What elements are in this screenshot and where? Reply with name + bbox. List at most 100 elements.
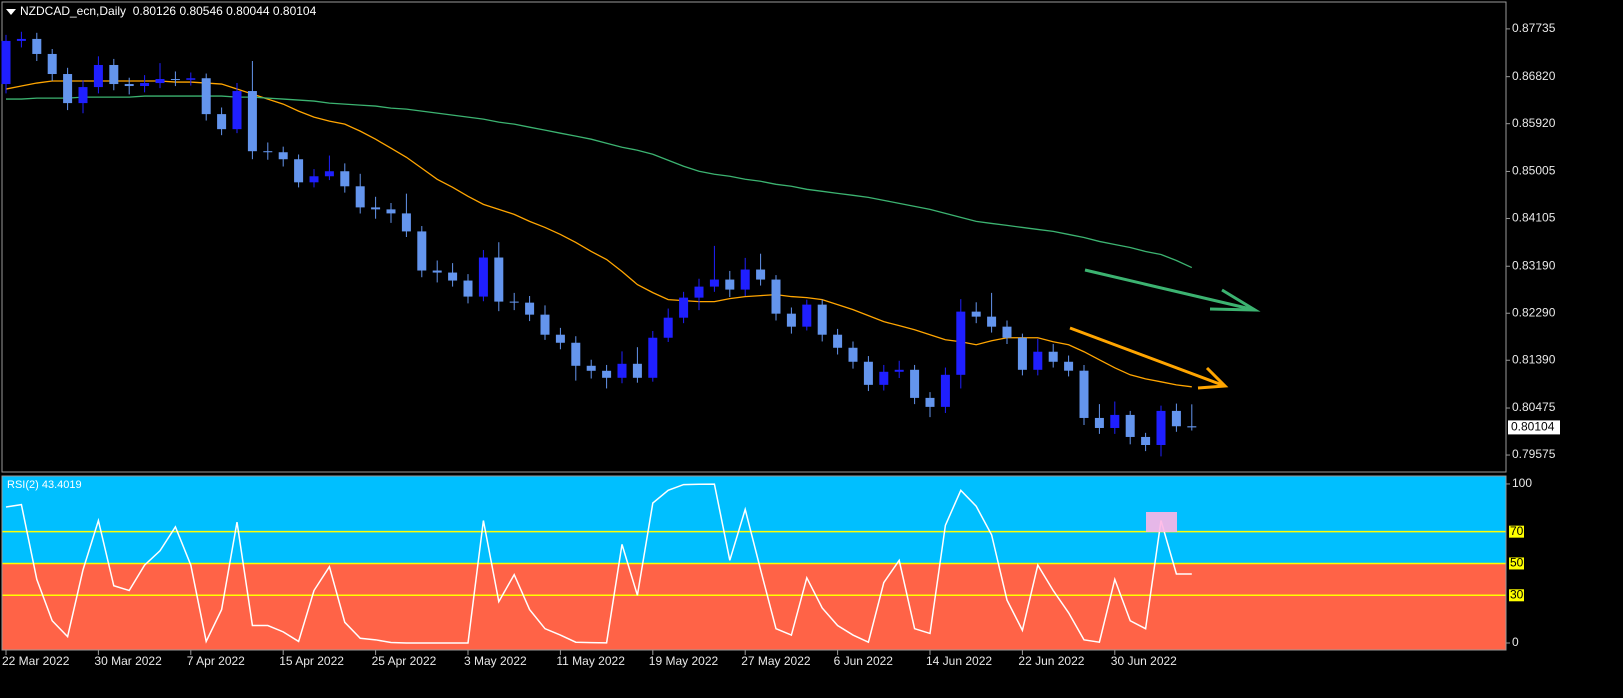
ohlc-low: 0.80044 <box>226 4 270 18</box>
candle-body <box>201 78 211 115</box>
level-label-box <box>1509 525 1524 538</box>
candle-body <box>1125 414 1135 437</box>
candle-body <box>940 374 950 407</box>
candle-body <box>1110 414 1120 428</box>
trend-arrow-orange <box>1069 326 1229 390</box>
candle-body <box>294 159 304 183</box>
x-tick-label: 22 Mar 2022 <box>2 654 70 668</box>
rsi-line <box>5 483 1192 644</box>
candle-body <box>956 311 966 375</box>
y-tick-label: 0.81390 <box>1512 352 1556 366</box>
candle-body <box>478 257 488 297</box>
candle-body <box>971 311 981 317</box>
candle-body <box>47 53 57 75</box>
candle-body <box>1171 410 1181 427</box>
x-tick-label: 14 Jun 2022 <box>926 654 992 668</box>
symbol: NZDCAD_ecn,Daily <box>20 4 127 18</box>
candle-body <box>1187 426 1197 428</box>
candle-body <box>771 279 781 314</box>
candle-body <box>78 87 88 104</box>
x-tick-label: 30 Mar 2022 <box>94 654 162 668</box>
candle-body <box>155 79 165 84</box>
x-tick-label: 22 Jun 2022 <box>1018 654 1084 668</box>
y-tick-label: 100 <box>1512 476 1532 490</box>
candle-body <box>355 186 365 208</box>
price-label-box <box>1508 420 1560 435</box>
candle-body <box>709 279 719 287</box>
y-tick-label: 0.80475 <box>1512 400 1556 414</box>
candle-body <box>232 91 242 130</box>
candle-body <box>494 257 504 302</box>
ohlc-close: 0.80104 <box>272 4 317 18</box>
level-label: 70 <box>1510 524 1524 538</box>
candle-body <box>987 316 997 327</box>
candle-body <box>1079 370 1089 418</box>
y-tick-label: 0 <box>1512 635 1519 649</box>
candle-body <box>586 365 596 371</box>
menu-triangle[interactable] <box>6 9 16 15</box>
candle-body <box>32 38 42 54</box>
level-label-box <box>1509 589 1524 602</box>
ohlc-high: 0.80546 <box>179 4 223 18</box>
candle-body <box>525 302 535 315</box>
candle-body <box>725 279 735 290</box>
x-tick-label: 30 Jun 2022 <box>1111 654 1177 668</box>
candle-body <box>1141 436 1151 446</box>
y-tick-label: 0.87735 <box>1512 21 1556 35</box>
candle-body <box>848 347 858 362</box>
candle-body <box>925 397 935 407</box>
x-tick-label: 11 May 2022 <box>556 654 625 668</box>
candle-body <box>417 231 427 271</box>
candle-body <box>278 152 288 160</box>
candle-body <box>432 270 442 273</box>
main-pane <box>1 1 1507 473</box>
candle-body <box>802 304 812 327</box>
candle-body <box>16 38 26 41</box>
trend-arrow-green <box>1084 268 1261 312</box>
candle-body <box>371 207 381 210</box>
main-plot <box>1 31 1197 457</box>
candle-body <box>910 369 920 398</box>
candle-body <box>833 334 843 348</box>
candle-body <box>324 171 334 177</box>
candle-body <box>571 342 581 366</box>
candle-body <box>386 209 396 214</box>
rsi-plot <box>2 483 1506 644</box>
candle-body <box>1048 351 1058 362</box>
x-tick-label: 3 May 2022 <box>464 654 527 668</box>
candle-body <box>1017 337 1027 370</box>
x-tick-label: 27 May 2022 <box>741 654 811 668</box>
candle-body <box>340 171 350 187</box>
main-header: NZDCAD_ecn,Daily 0.80126 0.80546 0.80044… <box>20 4 316 18</box>
candle-body <box>694 286 704 298</box>
level-label: 30 <box>1510 587 1524 601</box>
x-tick-label: 15 Apr 2022 <box>279 654 344 668</box>
y-tick-label: 0.84105 <box>1512 211 1556 225</box>
level-label: 50 <box>1510 556 1524 570</box>
level-label-box <box>1509 557 1524 570</box>
candle-body <box>1002 326 1012 338</box>
highlight-box <box>1146 512 1177 532</box>
candle-body <box>1094 417 1104 428</box>
candle-body <box>756 269 766 280</box>
zone-below <box>2 563 1506 650</box>
zone-above <box>2 476 1506 564</box>
candle-body <box>863 361 873 385</box>
candle-body <box>617 363 627 378</box>
candle-body <box>679 297 689 318</box>
candle-body <box>263 151 273 153</box>
rsi-value: 43.4019 <box>41 479 82 491</box>
candle-body <box>217 114 227 130</box>
candle-body <box>509 301 519 303</box>
candle-body <box>309 176 319 183</box>
candle-body <box>93 64 103 88</box>
candle-body <box>63 74 73 104</box>
ohlc-open: 0.80126 <box>132 4 177 18</box>
rsi-title: RSI(2) <box>7 479 39 491</box>
rsi-pane <box>1 475 1507 651</box>
candle-body <box>879 371 889 385</box>
candle-body <box>540 314 550 335</box>
price-label: 0.80104 <box>1511 420 1555 434</box>
